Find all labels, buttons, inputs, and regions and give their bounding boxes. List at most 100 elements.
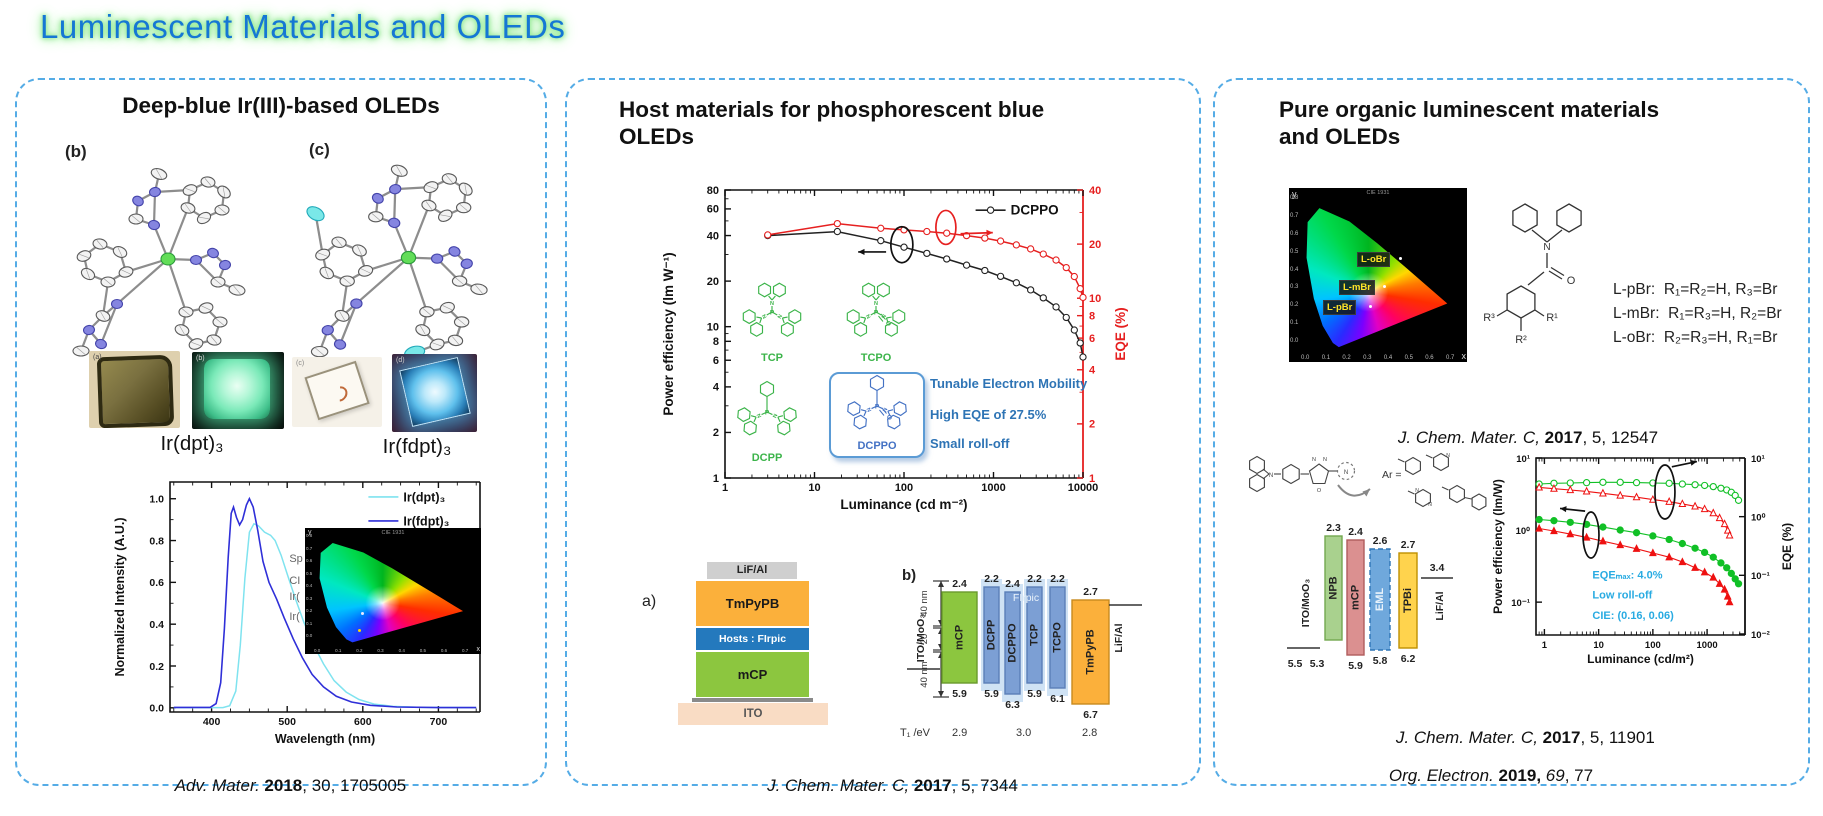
device-label-a: a) <box>642 593 657 610</box>
svg-text:R²: R² <box>1515 334 1527 346</box>
svg-text:6.1: 6.1 <box>1050 693 1065 705</box>
svg-text:Low roll-off: Low roll-off <box>1592 590 1652 602</box>
svg-text:Power efficiency (lm/W): Power efficiency (lm/W) <box>1491 479 1505 614</box>
svg-text:1.0: 1.0 <box>149 494 164 506</box>
svg-text:500: 500 <box>278 716 296 728</box>
carbazole-benzoyl-structure: N O R¹ R² R³ <box>1483 203 1582 346</box>
svg-text:5.9: 5.9 <box>1348 660 1363 672</box>
layer-mcp: mCP <box>696 652 809 697</box>
svg-text:700: 700 <box>430 716 448 728</box>
svg-text:0.4: 0.4 <box>149 619 164 631</box>
svg-text:3.0: 3.0 <box>1016 727 1031 739</box>
svg-text:2.8: 2.8 <box>1082 727 1097 739</box>
svg-text:1: 1 <box>713 473 719 485</box>
svg-text:2.2: 2.2 <box>1027 573 1042 585</box>
panel-host-materials: Host materials for phosphorescent blue O… <box>565 78 1201 795</box>
carbazole-oxadiazole-structure: N N N O N Ar = N N N <box>1249 452 1487 511</box>
svg-text:R¹: R¹ <box>1546 312 1558 324</box>
svg-text:EML: EML <box>1374 588 1386 612</box>
svg-text:N: N <box>770 301 774 307</box>
panel1-title: Deep-blue Ir(III)-based OLEDs <box>122 93 440 118</box>
svg-text:EQE (%): EQE (%) <box>1780 523 1794 570</box>
r-definition-lobr: L-oBr: R₂=R₃=H, R₁=Br <box>1613 329 1778 346</box>
molecule-label-tcp: TCP <box>761 352 783 364</box>
svg-text:N: N <box>866 406 873 412</box>
svg-text:Ir(dpt)₃: Ir(dpt)₃ <box>403 490 445 504</box>
svg-text:P: P <box>874 310 879 317</box>
svg-text:mCP: mCP <box>953 625 965 650</box>
svg-text:Ir(fdpt)₃: Ir(fdpt)₃ <box>403 514 449 528</box>
feature-small-rolloff: Small roll-off <box>930 436 1010 451</box>
svg-text:0.0: 0.0 <box>149 703 164 715</box>
layer-lif-al: LiF/Al <box>707 562 797 579</box>
cie-badge: L-mBr <box>1339 280 1375 295</box>
slide-title: Luminescent Materials and OLEDs <box>40 8 566 45</box>
svg-text:TCPO: TCPO <box>1051 622 1063 653</box>
svg-text:O: O <box>886 321 891 328</box>
layer-hosts-firpic: Hosts : FIrpic <box>696 628 809 650</box>
svg-text:N: N <box>1344 470 1348 476</box>
svg-text:10⁻¹: 10⁻¹ <box>1511 598 1530 609</box>
svg-text:LiF/Al: LiF/Al <box>1434 591 1446 620</box>
citation-jcmc-12547: J. Chem. Mater. C, 2017, 5, 12547 <box>1397 428 1659 447</box>
molecule-label-dcpp: DCPP <box>751 452 783 464</box>
svg-text:6.7: 6.7 <box>1083 709 1098 721</box>
molecule-label-dcppo: DCPPO <box>857 440 897 452</box>
svg-text:EQEₘₐₓ: 4.0%: EQEₘₐₓ: 4.0% <box>1592 569 1662 581</box>
svg-text:6: 6 <box>1089 333 1095 345</box>
svg-text:CI: CI <box>289 575 300 587</box>
crystal-structure-ortep-c <box>306 164 488 360</box>
layer-cathode-strip <box>692 698 813 702</box>
svg-text:10⁻²: 10⁻² <box>1751 630 1770 641</box>
svg-text:3.4: 3.4 <box>1430 562 1445 574</box>
svg-text:6.3: 6.3 <box>1005 699 1020 711</box>
svg-text:P: P <box>765 410 770 417</box>
svg-text:10: 10 <box>1593 640 1604 651</box>
svg-text:mCP: mCP <box>1349 585 1361 610</box>
svg-text:Ar =: Ar = <box>1382 469 1402 481</box>
svg-text:40: 40 <box>1089 185 1101 197</box>
svg-text:6.2: 6.2 <box>1401 653 1416 665</box>
svg-text:0.8: 0.8 <box>149 535 164 547</box>
feature-electron-mobility: Tunable Electron Mobility <box>930 376 1088 391</box>
citation-adv-mater: Adv. Mater. 2018, 30, 1705005 <box>174 776 407 795</box>
panel-pure-organic: Pure organic luminescent materials and O… <box>1213 78 1810 786</box>
svg-text:N: N <box>881 406 888 412</box>
efficiency-eqe-chart: 1 10 100 1000 100001246810204060801246810204… <box>661 185 1128 512</box>
layer-tmpypb: TmPyPB <box>696 581 809 626</box>
svg-text:1000: 1000 <box>1697 640 1718 651</box>
svg-text:TCP: TCP <box>1028 624 1040 646</box>
photo-tag-a: (a) <box>93 354 102 361</box>
molecule-tcpo: NNNPO <box>846 282 906 337</box>
svg-text:N: N <box>865 313 872 319</box>
svg-text:1000: 1000 <box>981 482 1005 494</box>
panel2-title: Host materials for phosphorescent blue O… <box>619 97 1045 150</box>
svg-text:5.8: 5.8 <box>1373 655 1388 667</box>
pe-eqe-luminance-chart: 1 10 100 1000 10¹ 10⁰ 10⁻¹ 10¹ 10⁰ 10⁻¹ 10⁻² Lumina… <box>1491 454 1794 666</box>
svg-text:400: 400 <box>203 716 221 728</box>
svg-text:2.4: 2.4 <box>1348 526 1363 538</box>
pl-spectrum-chart: 400 500 600 700 0.0 0.2 0.4 0.6 0.8 1.0 Wavelength… <box>113 481 481 746</box>
r-definition-lpbr: L-pBr: R₁=R₂=H, R₃=Br <box>1613 281 1778 298</box>
svg-text:N: N <box>1428 502 1432 508</box>
layer-ito: ITO <box>678 703 828 725</box>
svg-text:R³: R³ <box>1483 312 1495 324</box>
citation-jcmc-7344: J. Chem. Mater. C, 2017, 5, 7344 <box>767 776 1018 795</box>
svg-text:Luminance (cd m⁻²): Luminance (cd m⁻²) <box>840 497 967 512</box>
svg-text:T₁ /eV: T₁ /eV <box>900 727 931 739</box>
energy-level-diagram: mCP 2.4 5.9 DCPP 2.2 5.9 DCPPO 2.4 6.3 TCP 2.2 5.9 T… <box>900 567 1142 739</box>
svg-text:10: 10 <box>707 321 719 333</box>
svg-text:100: 100 <box>895 482 913 494</box>
svg-text:O: O <box>887 415 892 422</box>
svg-text:0.6: 0.6 <box>149 577 164 589</box>
svg-text:DCPP: DCPP <box>985 620 997 651</box>
svg-text:N: N <box>756 412 763 418</box>
svg-text:Sp: Sp <box>289 553 302 565</box>
citation-jcmc-11901: J. Chem. Mater. C, 2017, 5, 11901 <box>1395 728 1655 747</box>
svg-text:P: P <box>875 404 880 411</box>
cie-diagram: CIE 1931 y x 0.0 0.1 0.2 0.3 0.4 0.5 0.6 0.7 0.8 0.7… <box>1289 188 1467 362</box>
svg-text:2: 2 <box>713 427 719 439</box>
cie-badge: L-oBr <box>1357 252 1391 267</box>
svg-text:10¹: 10¹ <box>1516 454 1530 465</box>
svg-text:N: N <box>1446 453 1450 459</box>
